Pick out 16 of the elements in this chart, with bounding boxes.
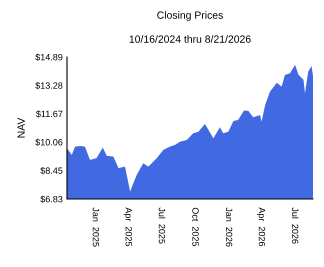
y-tick-label: $14.89 — [35, 54, 62, 61]
x-tick-label: Apr 2025 — [124, 207, 132, 246]
chart-title: Closing Prices — [157, 11, 223, 21]
x-tick-label: Jul 2026 — [292, 207, 299, 244]
y-tick-label: $8.45 — [40, 167, 62, 174]
x-tick-label: Apr 2026 — [256, 207, 266, 246]
chart-subtitle: 10/16/2024 thru 8/21/2026 — [130, 35, 251, 43]
x-tick-label: Oct 2025 — [192, 208, 199, 246]
x-tick-label: Jan 2026 — [226, 207, 232, 247]
y-tick-label: $10.06 — [35, 138, 62, 146]
x-tick-label: Jan 2025 — [92, 207, 100, 247]
x-tick-label: Jul 2025 — [158, 207, 166, 244]
y-tick-label: $6.83 — [40, 196, 62, 203]
y-tick-label: $11.67 — [36, 110, 62, 118]
y-tick-label: $13.28 — [35, 82, 62, 90]
y-axis-title: NAV — [18, 118, 25, 138]
